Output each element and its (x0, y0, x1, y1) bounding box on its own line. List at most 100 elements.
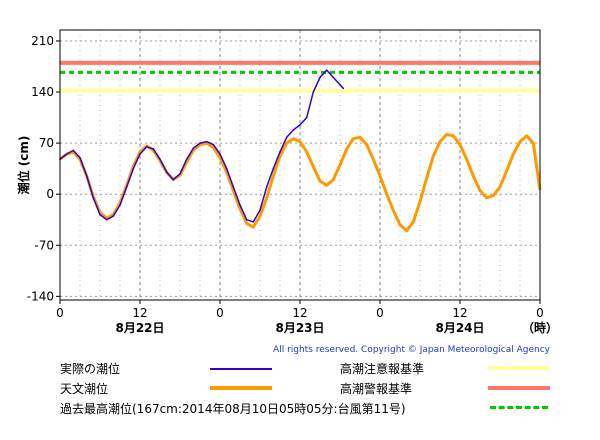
x-tick-label-0: 0 (56, 306, 64, 320)
legend-astronomical-label: 天文潮位 (60, 382, 109, 396)
x-axis-ticks: 0 12 0 12 0 12 0 (56, 300, 544, 320)
series-1-point-45 (359, 136, 361, 139)
date-label-2: 8月24日 (435, 321, 484, 335)
series-1-point-34 (285, 142, 288, 144)
series-1-point-37 (305, 151, 308, 153)
series-1-point-51 (399, 224, 401, 226)
series-1-point-70 (525, 135, 528, 137)
legend-caution-swatch (488, 366, 550, 370)
threshold-lines (60, 60, 540, 93)
series-0-point-29 (252, 221, 255, 223)
series-1-point-12 (139, 151, 141, 153)
series-0-point-40 (325, 69, 328, 71)
legend-warning-label: 高潮警報基準 (340, 382, 413, 396)
series-0-point-32 (272, 167, 275, 170)
series-1-point-64 (485, 197, 488, 199)
series-1-point-23 (212, 146, 215, 149)
series-1-point-56 (432, 155, 435, 158)
x-tick-label-4: 0 (376, 306, 384, 320)
series-1-point-40 (325, 184, 328, 187)
series-0-point-7 (105, 218, 108, 221)
y-tick-label-4: -70 (34, 238, 54, 252)
series-0-point-5 (92, 197, 95, 199)
series-0-point-16 (165, 171, 168, 174)
series-0-point-30 (259, 209, 261, 212)
series-1-point-69 (519, 140, 521, 143)
series-1-point-52 (405, 229, 408, 232)
series-0-point-19 (185, 158, 188, 160)
series-0-point-38 (312, 91, 315, 93)
x-tick-label-1: 12 (132, 306, 147, 320)
series-0-point-41 (332, 76, 335, 79)
series-1-point-41 (332, 178, 335, 181)
series-0-point-3 (79, 156, 81, 159)
legend-record-swatch (490, 406, 548, 409)
series-1-point-36 (299, 140, 301, 143)
legend-warning-swatch (488, 386, 550, 390)
series-1-point-63 (479, 189, 481, 192)
chart-grid (60, 30, 540, 300)
x-tick-label-2: 0 (216, 306, 224, 320)
series-0-point-6 (99, 213, 101, 216)
series-0-point-28 (245, 218, 248, 221)
series-1-point-61 (465, 158, 468, 160)
x-tick-label-5: 12 (452, 306, 467, 320)
series-0-point-8 (112, 215, 115, 217)
series-0-point-27 (239, 204, 241, 206)
series-1-point-67 (505, 170, 508, 172)
series-0-point-10 (125, 186, 128, 188)
series-1-point-29 (252, 226, 255, 228)
y-tick-label-0: 210 (31, 34, 54, 48)
series-line-0 (59, 69, 344, 223)
series-0-point-25 (225, 167, 228, 170)
series-1-point-55 (425, 177, 428, 179)
date-labels: 8月22日 8月23日 8月24日 （時） (115, 320, 558, 335)
series-1-point-43 (345, 148, 348, 150)
series-1-point-30 (259, 215, 261, 217)
series-0-point-9 (119, 204, 121, 206)
series-0-point-37 (305, 116, 308, 119)
series-1-point-33 (279, 155, 281, 158)
series-0-point-2 (72, 149, 75, 152)
legend-record-label: 過去最高潮位(167cm:2014年08月10日05時05分:台風第11号) (60, 402, 406, 416)
series-1-point-35 (292, 137, 295, 140)
series-0-point-42 (339, 83, 341, 86)
series-1-point-71 (532, 142, 535, 144)
series-1-point-66 (499, 186, 501, 188)
series-1-point-22 (205, 142, 208, 144)
series-1-point-48 (379, 175, 381, 177)
y-tick-label-1: 140 (31, 85, 54, 99)
y-axis-label: 潮位 (cm) (16, 136, 31, 195)
series-0-point-15 (159, 158, 161, 160)
series-1-point-31 (265, 197, 268, 199)
series-1-point-42 (339, 164, 341, 166)
series-1-point-28 (245, 222, 248, 225)
series-1-point-53 (412, 221, 415, 223)
series-0-point-31 (265, 186, 268, 188)
y-tick-label-3: 0 (46, 187, 54, 201)
series-1-point-62 (472, 175, 475, 177)
series-1-point-39 (319, 180, 321, 182)
series-0-point-36 (299, 124, 301, 126)
series-1-point-25 (225, 171, 228, 174)
series-0-point-23 (212, 143, 215, 146)
series-0-point-33 (279, 151, 281, 153)
series-1-point-38 (312, 165, 315, 168)
series-1-point-46 (365, 143, 368, 146)
date-label-3: （時） (522, 320, 558, 335)
series-0-point-17 (172, 178, 175, 181)
y-axis-ticks: 210 140 70 0 -70 -140 (27, 34, 60, 303)
series-0-point-20 (192, 147, 195, 150)
y-tick-label-2: 70 (39, 136, 54, 150)
date-label-1: 8月23日 (275, 321, 324, 335)
series-0-point-12 (139, 153, 141, 155)
series-1-point-68 (512, 153, 515, 155)
series-1-point-57 (439, 140, 441, 143)
series-1-point-47 (372, 158, 375, 160)
x-tick-label-6: 0 (536, 306, 544, 320)
legend-actual-swatch (210, 368, 272, 370)
y-tick-label-5: -140 (27, 289, 54, 303)
series-0-point-21 (199, 142, 201, 144)
date-label-0: 8月22日 (115, 321, 164, 335)
